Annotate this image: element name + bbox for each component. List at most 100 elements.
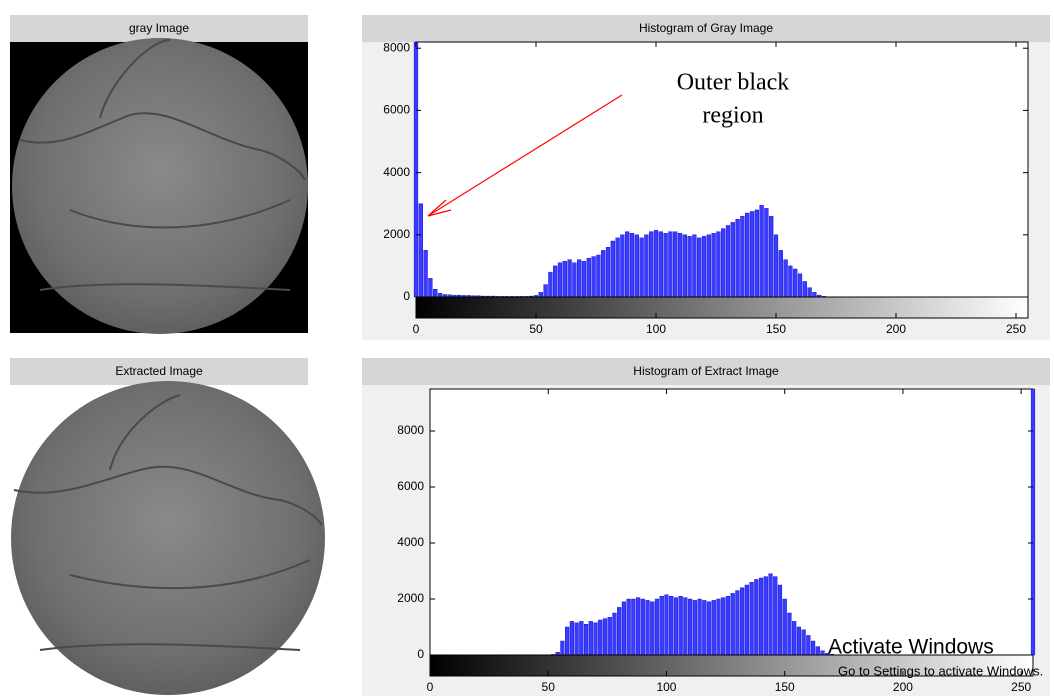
x-tick-label: 250 bbox=[1011, 680, 1031, 694]
bar bbox=[548, 272, 552, 297]
y-tick-label: 8000 bbox=[397, 423, 424, 437]
bar bbox=[745, 585, 749, 655]
bar bbox=[731, 222, 735, 297]
bar bbox=[558, 263, 562, 297]
bar bbox=[760, 205, 764, 297]
bar bbox=[572, 263, 576, 297]
bar bbox=[697, 238, 701, 297]
bar bbox=[587, 258, 591, 297]
bar bbox=[611, 241, 615, 297]
bar bbox=[721, 229, 725, 297]
bar bbox=[769, 574, 773, 655]
bar bbox=[622, 602, 626, 655]
bar bbox=[673, 232, 677, 297]
bar bbox=[764, 577, 768, 655]
bar bbox=[792, 621, 796, 655]
bar bbox=[740, 216, 744, 297]
y-tick-label: 6000 bbox=[383, 103, 410, 117]
bar bbox=[702, 236, 706, 297]
bar bbox=[669, 596, 673, 655]
bar bbox=[665, 595, 669, 655]
bar bbox=[592, 257, 596, 297]
bar bbox=[678, 233, 682, 297]
bar bbox=[660, 596, 664, 655]
bar bbox=[683, 598, 687, 655]
x-tick-label: 100 bbox=[656, 680, 676, 694]
bar bbox=[808, 288, 812, 297]
bar bbox=[631, 599, 635, 655]
bar bbox=[563, 261, 567, 297]
bar bbox=[594, 623, 598, 655]
fundus-image bbox=[12, 38, 308, 334]
bar bbox=[650, 602, 654, 655]
bar bbox=[707, 602, 711, 655]
bar bbox=[769, 216, 773, 297]
colorbar bbox=[416, 297, 1028, 318]
bar bbox=[783, 599, 787, 655]
bar bbox=[544, 285, 548, 297]
bar bbox=[693, 600, 697, 655]
bar bbox=[620, 235, 624, 297]
bar bbox=[579, 621, 583, 655]
bar bbox=[582, 261, 586, 297]
y-tick-label: 8000 bbox=[383, 40, 410, 54]
bar bbox=[779, 250, 783, 297]
bar bbox=[759, 578, 763, 655]
bar bbox=[654, 230, 658, 297]
bar bbox=[784, 260, 788, 297]
bar bbox=[613, 613, 617, 655]
bar bbox=[640, 238, 644, 297]
bar bbox=[736, 219, 740, 297]
bar bbox=[625, 232, 629, 297]
bar bbox=[788, 266, 792, 297]
chart-title: Histogram of Gray Image bbox=[639, 21, 773, 35]
bar bbox=[726, 225, 730, 297]
bar bbox=[707, 235, 711, 297]
bar bbox=[428, 278, 432, 297]
watermark-subtitle: Go to Settings to activate Windows. bbox=[838, 663, 1043, 678]
x-tick-label: 0 bbox=[427, 680, 434, 694]
y-tick-label: 4000 bbox=[383, 165, 410, 179]
annotation: Outer black bbox=[677, 70, 790, 96]
bar bbox=[811, 641, 815, 655]
bar bbox=[603, 619, 607, 655]
x-tick-label: 50 bbox=[529, 322, 543, 336]
bar bbox=[596, 255, 600, 297]
bar bbox=[797, 627, 801, 655]
bar bbox=[803, 281, 807, 297]
bar bbox=[731, 593, 735, 655]
bar bbox=[716, 232, 720, 297]
annotation: region bbox=[702, 103, 763, 129]
bar bbox=[750, 211, 754, 297]
bar bbox=[668, 232, 672, 297]
bar bbox=[635, 235, 639, 297]
y-tick-label: 2000 bbox=[383, 227, 410, 241]
y-tick-label: 4000 bbox=[397, 535, 424, 549]
bar bbox=[745, 213, 749, 297]
bar bbox=[617, 607, 621, 655]
bar bbox=[641, 599, 645, 655]
x-tick-label: 200 bbox=[893, 680, 913, 694]
bar bbox=[793, 269, 797, 297]
bar bbox=[561, 641, 565, 655]
bar bbox=[788, 613, 792, 655]
watermark-title: Activate Windows bbox=[828, 636, 994, 659]
bar bbox=[736, 591, 740, 655]
y-tick-label: 2000 bbox=[397, 591, 424, 605]
bar bbox=[774, 235, 778, 297]
bar bbox=[636, 598, 640, 655]
bar bbox=[798, 274, 802, 297]
bar bbox=[659, 232, 663, 297]
bar bbox=[598, 620, 602, 655]
bar bbox=[589, 621, 593, 655]
bar bbox=[584, 624, 588, 655]
bar bbox=[627, 599, 631, 655]
bar bbox=[565, 627, 569, 655]
bar bbox=[664, 233, 668, 297]
bar bbox=[575, 623, 579, 655]
bar bbox=[419, 204, 423, 297]
x-tick-label: 150 bbox=[775, 680, 795, 694]
bar bbox=[414, 42, 418, 297]
bar bbox=[438, 293, 442, 297]
bar bbox=[683, 235, 687, 297]
